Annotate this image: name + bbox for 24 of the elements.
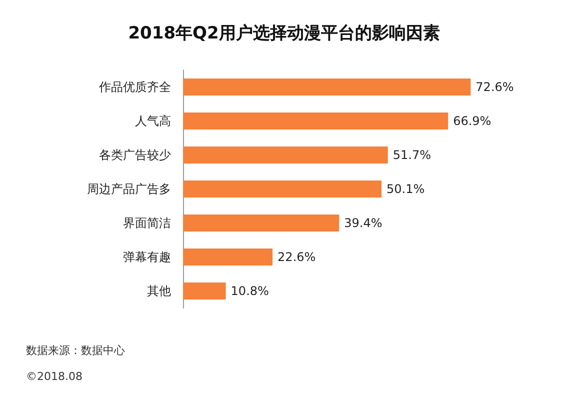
bar xyxy=(183,112,448,130)
bar xyxy=(183,214,340,232)
y-tick-label: 人气高 xyxy=(135,114,171,128)
data-label: 72.6% xyxy=(476,80,514,94)
chart-title: 2018年Q2用户选择动漫平台的影响因素 xyxy=(128,24,440,44)
data-label: 39.4% xyxy=(344,216,382,230)
y-tick-label: 其他 xyxy=(147,284,171,298)
y-tick-label: 弹幕有趣 xyxy=(123,250,171,264)
source-note: 数据来源：数据中心 xyxy=(26,344,125,357)
data-label: 10.8% xyxy=(230,284,269,298)
text: ©2018.08 xyxy=(26,370,82,383)
y-tick-label: 各类广告较少 xyxy=(99,148,171,162)
bar xyxy=(183,282,226,300)
bar xyxy=(183,180,382,198)
bar xyxy=(183,146,388,164)
bar xyxy=(183,248,273,266)
bar xyxy=(183,78,471,96)
data-label: 50.1% xyxy=(386,182,425,196)
y-tick-label: 作品优质齐全 xyxy=(98,80,171,94)
data-label: 66.9% xyxy=(453,114,492,128)
y-tick-label: 界面简洁 xyxy=(123,216,171,230)
data-label: 51.7% xyxy=(392,148,431,162)
data-label: 22.6% xyxy=(278,250,316,264)
y-tick-label: 周边产品广告多 xyxy=(87,182,171,196)
